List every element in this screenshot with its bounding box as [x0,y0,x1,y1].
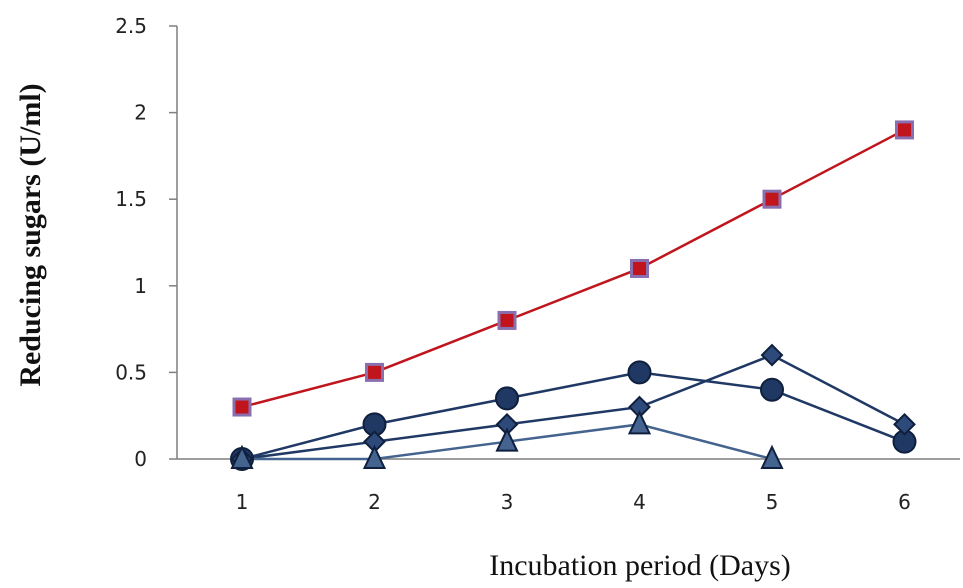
x-axis-title: Incubation period (Days) [489,549,791,582]
y-tick-label: 0.5 [115,360,147,384]
triangle-marker [362,444,387,469]
diamond-marker [760,343,784,367]
y-tick-label: 0 [134,447,147,471]
x-tick-label: 4 [633,490,646,514]
square-marker [895,120,914,140]
series-lines [241,128,906,461]
circle-marker [627,360,652,385]
x-tick-label: 1 [236,490,249,514]
triangle-marker [760,444,784,469]
series-circle-line [241,371,905,461]
x-tick-label: 3 [501,490,514,514]
x-tick-label: 2 [368,490,381,514]
y-tick-label: 1 [134,274,147,298]
x-tick-label: 6 [898,490,911,514]
y-tick-label: 2.5 [115,14,147,38]
triangle-marker [230,444,254,469]
square-marker [630,258,649,278]
series-markers [230,120,917,471]
triangle-marker [627,410,652,435]
x-tick-label: 5 [766,490,779,514]
circle-marker [495,386,519,411]
circle-marker [760,377,784,402]
axes: 0 0.5 1 1.5 2 2.5 1 2 3 4 5 6 [115,14,960,514]
square-marker [497,310,517,330]
square-marker [762,189,782,209]
y-tick-label: 1.5 [115,187,147,211]
triangle-marker [495,427,519,452]
square-marker [232,397,252,417]
series-diamond-line [241,353,906,461]
square-marker [365,362,384,382]
series-square-line [241,128,906,409]
diamond-marker [893,412,916,436]
y-tick-label: 2 [134,101,147,125]
y-axis-title: Reducing sugars (U/ml) [14,83,47,386]
